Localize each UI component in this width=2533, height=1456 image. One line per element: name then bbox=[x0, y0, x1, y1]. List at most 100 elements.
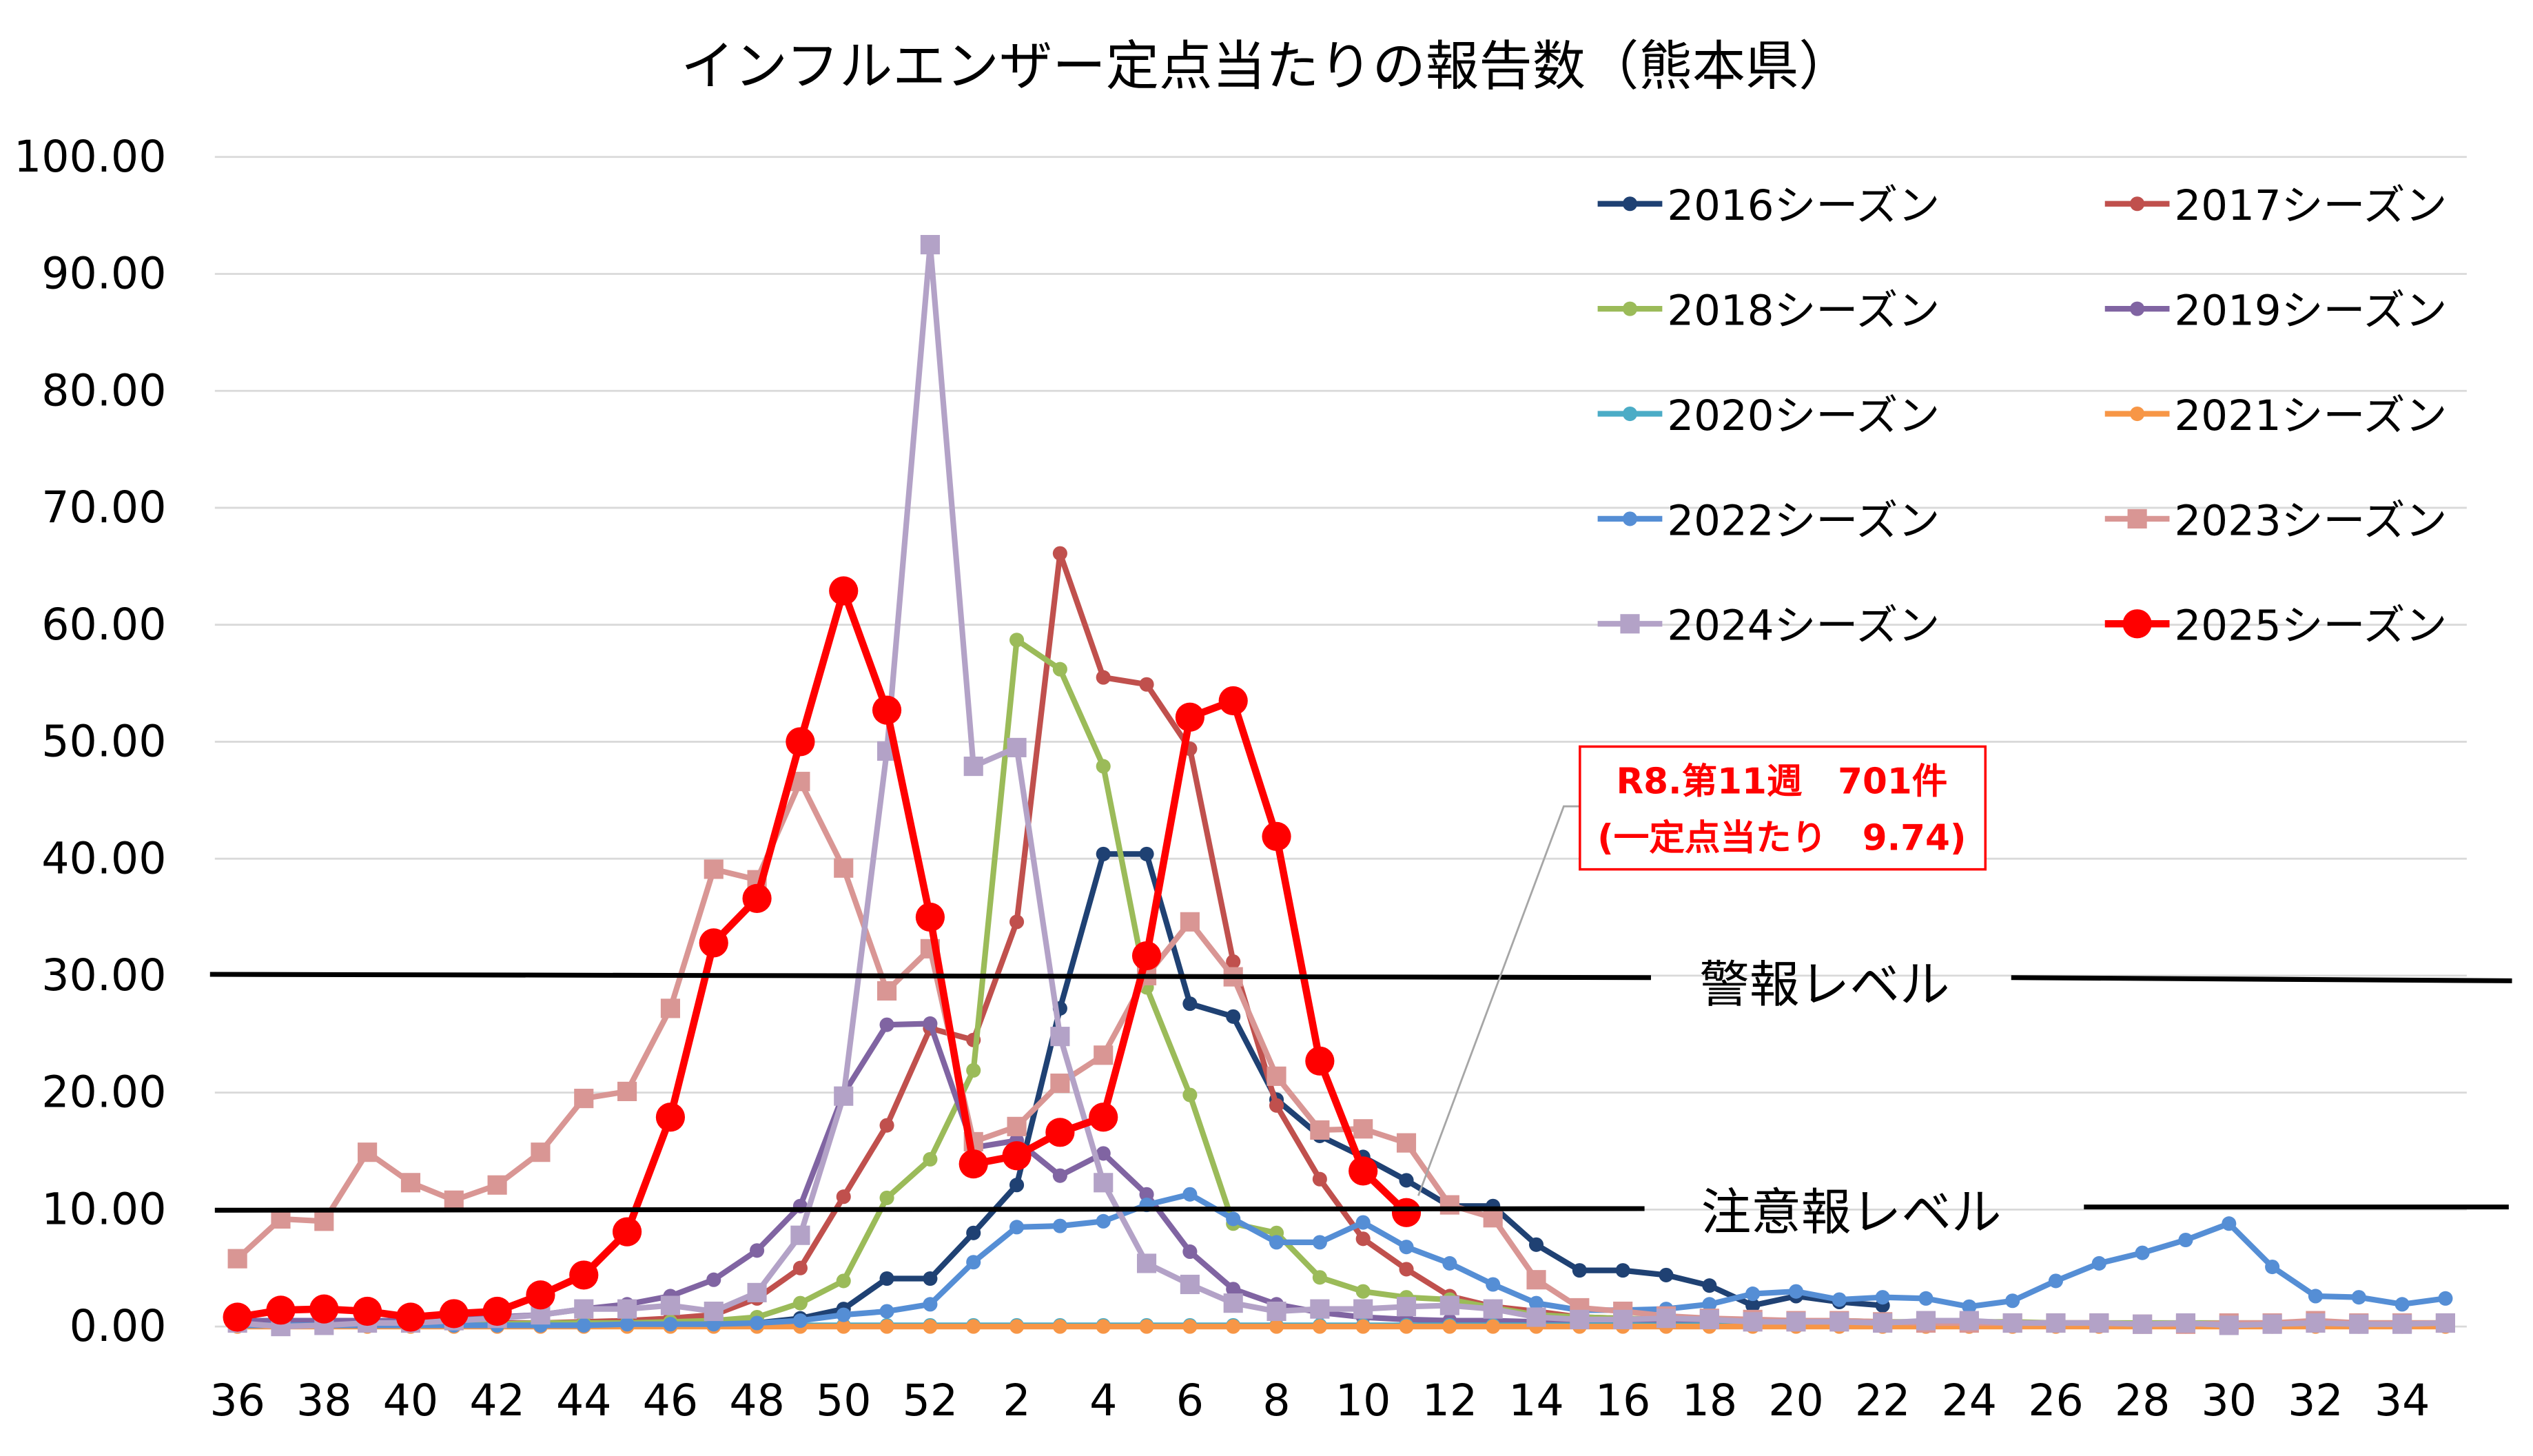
data-point bbox=[444, 1190, 464, 1210]
data-point bbox=[1483, 1299, 1503, 1319]
y-tick-label: 30.00 bbox=[41, 950, 166, 1001]
x-tick-label: 26 bbox=[2028, 1375, 2084, 1426]
data-point bbox=[531, 1142, 551, 1162]
data-point bbox=[612, 1217, 642, 1247]
x-tick-label: 28 bbox=[2115, 1375, 2171, 1426]
data-point bbox=[1131, 941, 1162, 971]
warning-level-line: 注意報レベル bbox=[214, 1184, 2509, 1242]
data-point bbox=[1269, 1319, 1284, 1334]
data-point bbox=[1218, 686, 1248, 716]
data-point bbox=[1355, 1231, 1371, 1247]
x-tick-label: 34 bbox=[2375, 1375, 2430, 1426]
data-point bbox=[836, 1189, 851, 1204]
data-point bbox=[1702, 1278, 1717, 1293]
annotation-box bbox=[1579, 745, 1987, 871]
data-point bbox=[223, 1302, 252, 1332]
x-tick-label: 14 bbox=[1508, 1375, 1564, 1426]
data-point bbox=[1266, 1066, 1286, 1086]
data-point bbox=[1916, 1311, 1936, 1331]
data-point bbox=[879, 1319, 894, 1334]
data-point bbox=[706, 1272, 721, 1287]
data-point bbox=[1052, 1218, 1067, 1233]
legend-marker bbox=[2130, 301, 2145, 316]
legend-marker bbox=[2130, 196, 2145, 212]
data-point bbox=[1182, 1244, 1198, 1260]
data-point bbox=[1096, 1319, 1111, 1334]
data-point bbox=[400, 1173, 421, 1193]
data-point bbox=[309, 1294, 339, 1324]
data-point bbox=[1096, 1146, 1111, 1161]
data-point bbox=[576, 1317, 591, 1333]
x-tick-label: 40 bbox=[383, 1375, 439, 1426]
data-point bbox=[1659, 1267, 1674, 1282]
legend-marker bbox=[2130, 406, 2145, 422]
data-point bbox=[1182, 996, 1198, 1012]
data-point bbox=[879, 1118, 894, 1133]
data-point bbox=[923, 1319, 938, 1334]
data-point bbox=[2046, 1313, 2066, 1333]
data-point bbox=[353, 1296, 382, 1326]
data-point bbox=[1096, 1213, 1111, 1229]
data-point bbox=[1262, 821, 1291, 852]
x-tick-label: 52 bbox=[903, 1375, 958, 1426]
y-tick-label: 20.00 bbox=[41, 1067, 166, 1118]
data-point bbox=[1226, 1009, 1241, 1024]
data-point bbox=[786, 727, 815, 757]
legend-label: 2020シーズン bbox=[1667, 391, 1940, 440]
data-point bbox=[879, 1017, 894, 1032]
legend-marker bbox=[1620, 614, 1640, 634]
x-tick-label: 42 bbox=[469, 1375, 525, 1426]
y-tick-label: 10.00 bbox=[41, 1183, 166, 1234]
legend-entry: 2019シーズン bbox=[2104, 287, 2447, 336]
data-point bbox=[1009, 1220, 1025, 1235]
data-point bbox=[1052, 1168, 1067, 1183]
x-tick-label: 12 bbox=[1422, 1375, 1478, 1426]
legend-entry: 2017シーズン bbox=[2104, 181, 2447, 230]
data-point bbox=[792, 1295, 808, 1311]
legend-entry: 2022シーズン bbox=[1597, 496, 1940, 545]
series-line bbox=[237, 241, 2446, 1330]
data-point bbox=[1399, 1173, 1414, 1188]
data-point bbox=[750, 1243, 765, 1258]
data-point bbox=[617, 1081, 637, 1101]
data-point bbox=[2394, 1297, 2410, 1312]
data-point bbox=[655, 1103, 686, 1132]
data-point bbox=[2089, 1313, 2109, 1333]
data-point bbox=[1182, 1087, 1198, 1103]
data-point bbox=[663, 1317, 678, 1332]
data-point bbox=[1094, 1045, 1114, 1065]
data-point bbox=[2005, 1293, 2020, 1309]
data-point bbox=[742, 883, 772, 913]
data-point bbox=[1052, 662, 1067, 677]
data-point bbox=[1702, 1297, 1717, 1312]
data-point bbox=[482, 1296, 512, 1326]
data-point bbox=[2351, 1290, 2366, 1305]
data-point bbox=[2219, 1315, 2239, 1335]
data-point bbox=[1918, 1291, 1934, 1306]
data-point bbox=[1009, 914, 1025, 930]
x-tick-label: 32 bbox=[2288, 1375, 2344, 1426]
data-point bbox=[1615, 1263, 1630, 1278]
data-point bbox=[966, 1225, 981, 1240]
x-tick-label: 50 bbox=[816, 1375, 872, 1426]
series-line bbox=[236, 587, 1409, 1321]
data-point bbox=[617, 1299, 637, 1319]
data-point bbox=[1396, 1133, 1417, 1153]
legend-marker bbox=[2122, 609, 2152, 639]
legend-entry: 2023シーズン bbox=[2104, 496, 2447, 545]
data-point bbox=[1788, 1284, 1804, 1299]
data-point bbox=[1312, 1319, 1327, 1334]
data-point bbox=[1007, 737, 1027, 757]
data-point bbox=[1269, 1098, 1284, 1113]
data-point bbox=[1305, 1046, 1335, 1076]
legend-label: 2016シーズン bbox=[1667, 181, 1940, 230]
data-point bbox=[1699, 1309, 1719, 1329]
data-point bbox=[1226, 1319, 1241, 1334]
data-point bbox=[2308, 1289, 2323, 1304]
data-point bbox=[1226, 1211, 1241, 1227]
data-point bbox=[2048, 1273, 2064, 1289]
data-point bbox=[1353, 1119, 1373, 1139]
data-point bbox=[1348, 1156, 1378, 1186]
